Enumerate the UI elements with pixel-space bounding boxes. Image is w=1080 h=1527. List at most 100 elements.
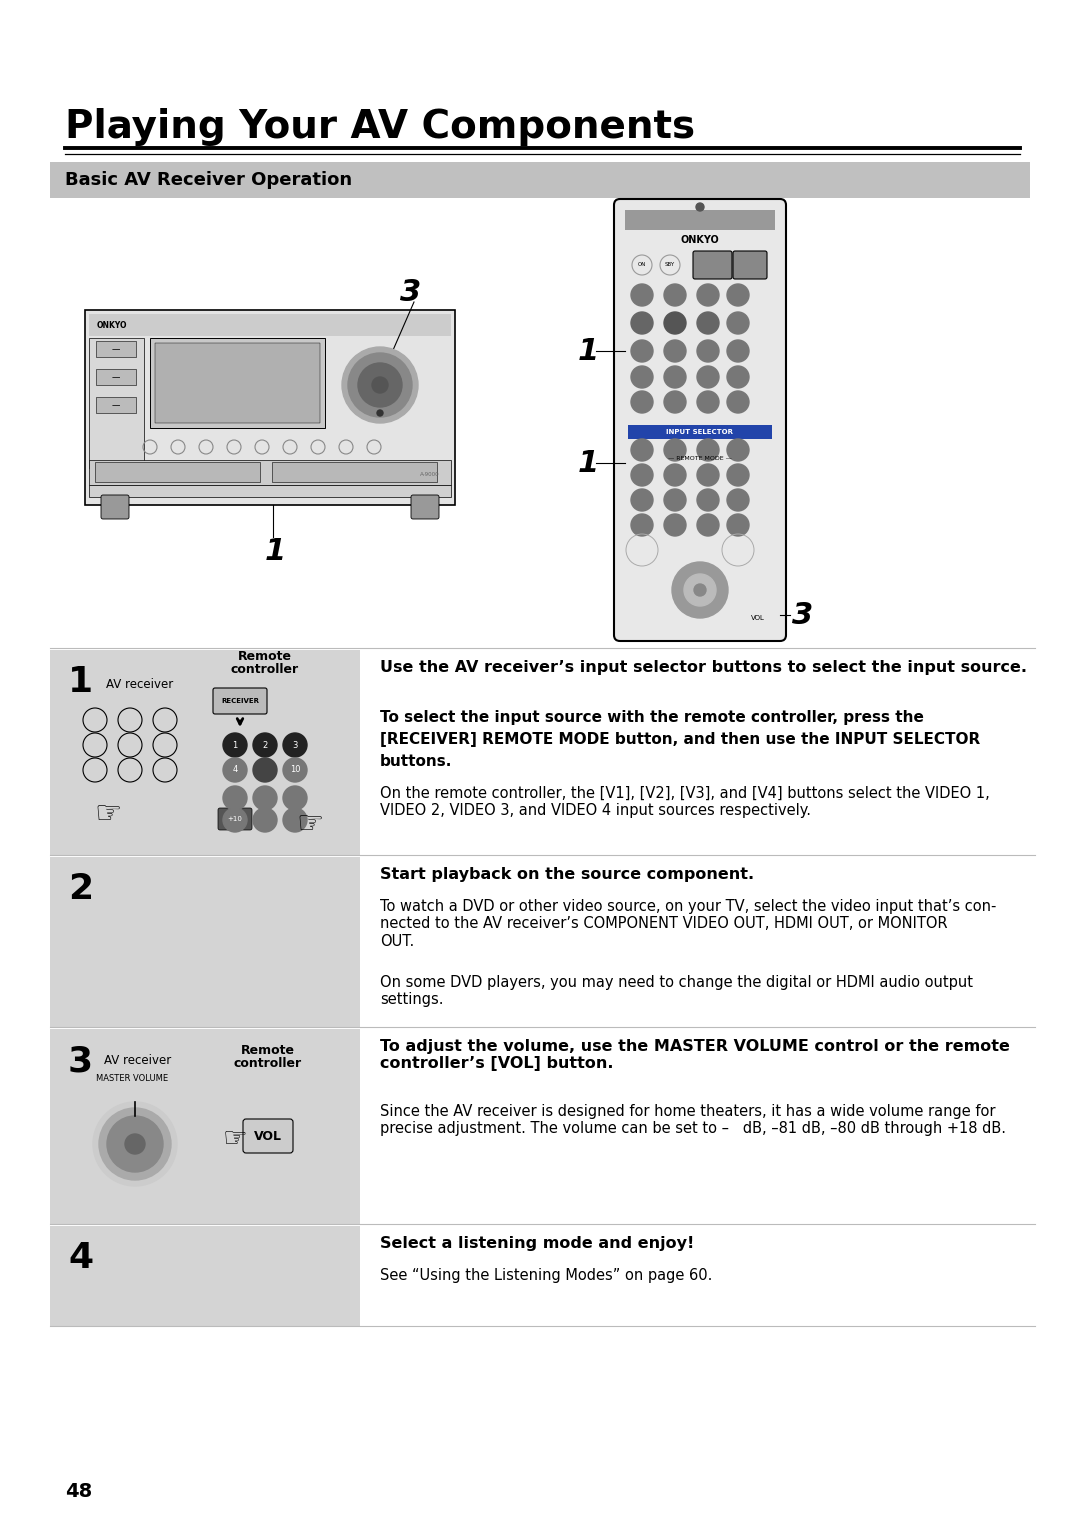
Circle shape bbox=[684, 574, 716, 606]
Circle shape bbox=[697, 489, 719, 512]
Text: ☞: ☞ bbox=[94, 800, 122, 829]
Circle shape bbox=[727, 284, 750, 305]
Circle shape bbox=[222, 786, 247, 809]
Circle shape bbox=[631, 312, 653, 334]
FancyBboxPatch shape bbox=[50, 1226, 360, 1325]
Circle shape bbox=[697, 515, 719, 536]
Text: buttons.: buttons. bbox=[380, 754, 453, 770]
Circle shape bbox=[125, 1135, 145, 1154]
Text: 3: 3 bbox=[400, 278, 421, 307]
Circle shape bbox=[283, 733, 307, 757]
Circle shape bbox=[342, 347, 418, 423]
Circle shape bbox=[664, 489, 686, 512]
FancyBboxPatch shape bbox=[95, 463, 260, 483]
FancyBboxPatch shape bbox=[50, 1029, 360, 1225]
Circle shape bbox=[727, 515, 750, 536]
Text: [RECEIVER] REMOTE MODE button, and then use the INPUT SELECTOR: [RECEIVER] REMOTE MODE button, and then … bbox=[380, 731, 981, 747]
Circle shape bbox=[697, 391, 719, 412]
Text: Use the AV receiver’s input selector buttons to select the input source.: Use the AV receiver’s input selector but… bbox=[380, 660, 1027, 675]
Circle shape bbox=[253, 757, 276, 782]
Text: 2: 2 bbox=[68, 872, 93, 906]
Text: 4: 4 bbox=[68, 1241, 93, 1275]
Circle shape bbox=[631, 489, 653, 512]
Text: VOL: VOL bbox=[254, 1130, 282, 1142]
Circle shape bbox=[727, 341, 750, 362]
FancyBboxPatch shape bbox=[89, 460, 451, 486]
Circle shape bbox=[631, 464, 653, 486]
FancyBboxPatch shape bbox=[96, 341, 136, 357]
Text: AV receiver: AV receiver bbox=[106, 678, 174, 692]
Circle shape bbox=[672, 562, 728, 618]
FancyBboxPatch shape bbox=[272, 463, 437, 483]
Text: To select the input source with the remote controller, press the: To select the input source with the remo… bbox=[380, 710, 923, 725]
Text: ☞: ☞ bbox=[222, 1125, 247, 1153]
FancyBboxPatch shape bbox=[243, 1119, 293, 1153]
Text: 3: 3 bbox=[68, 1044, 93, 1078]
Circle shape bbox=[727, 312, 750, 334]
Circle shape bbox=[664, 312, 686, 334]
Text: —: — bbox=[112, 374, 120, 382]
Circle shape bbox=[697, 438, 719, 461]
Text: MASTER VOLUME: MASTER VOLUME bbox=[96, 1073, 168, 1083]
Circle shape bbox=[697, 284, 719, 305]
Circle shape bbox=[696, 203, 704, 211]
Text: controller: controller bbox=[231, 663, 299, 676]
Circle shape bbox=[253, 786, 276, 809]
Circle shape bbox=[253, 733, 276, 757]
Text: controller: controller bbox=[234, 1057, 302, 1070]
Text: On some DVD players, you may need to change the digital or HDMI audio output
set: On some DVD players, you may need to cha… bbox=[380, 976, 973, 1008]
Circle shape bbox=[631, 284, 653, 305]
Circle shape bbox=[697, 464, 719, 486]
FancyBboxPatch shape bbox=[733, 250, 767, 279]
Text: ☞: ☞ bbox=[296, 811, 324, 840]
Text: 1: 1 bbox=[265, 538, 286, 567]
Circle shape bbox=[664, 515, 686, 536]
Text: SBY: SBY bbox=[665, 263, 675, 267]
Circle shape bbox=[107, 1116, 163, 1173]
Circle shape bbox=[631, 366, 653, 388]
Text: See “Using the Listening Modes” on page 60.: See “Using the Listening Modes” on page … bbox=[380, 1267, 713, 1283]
Text: Basic AV Receiver Operation: Basic AV Receiver Operation bbox=[65, 171, 352, 189]
Circle shape bbox=[222, 808, 247, 832]
Text: RECEIVER: RECEIVER bbox=[221, 698, 259, 704]
Text: ONKYO: ONKYO bbox=[97, 321, 127, 330]
Text: —: — bbox=[112, 402, 120, 411]
FancyBboxPatch shape bbox=[89, 337, 144, 467]
FancyBboxPatch shape bbox=[102, 495, 129, 519]
Circle shape bbox=[631, 438, 653, 461]
Text: 3: 3 bbox=[293, 741, 298, 750]
Text: Remote: Remote bbox=[241, 1044, 295, 1057]
FancyBboxPatch shape bbox=[85, 310, 455, 505]
Text: Playing Your AV Components: Playing Your AV Components bbox=[65, 108, 696, 147]
FancyBboxPatch shape bbox=[411, 495, 438, 519]
FancyBboxPatch shape bbox=[96, 397, 136, 412]
Text: A-9000: A-9000 bbox=[420, 472, 440, 478]
Circle shape bbox=[348, 353, 411, 417]
Circle shape bbox=[93, 1102, 177, 1186]
Text: To adjust the volume, use the MASTER VOLUME control or the remote
controller’s [: To adjust the volume, use the MASTER VOL… bbox=[380, 1038, 1010, 1072]
Circle shape bbox=[99, 1109, 171, 1180]
Circle shape bbox=[664, 284, 686, 305]
Text: +10: +10 bbox=[228, 815, 242, 822]
Circle shape bbox=[664, 366, 686, 388]
Text: 1: 1 bbox=[68, 664, 93, 699]
Circle shape bbox=[727, 464, 750, 486]
Circle shape bbox=[377, 411, 383, 415]
Text: 48: 48 bbox=[65, 1483, 92, 1501]
Text: 2: 2 bbox=[262, 741, 268, 750]
FancyBboxPatch shape bbox=[96, 370, 136, 385]
Circle shape bbox=[283, 757, 307, 782]
Circle shape bbox=[727, 438, 750, 461]
Text: 10: 10 bbox=[289, 765, 300, 774]
FancyBboxPatch shape bbox=[213, 689, 267, 715]
Circle shape bbox=[222, 733, 247, 757]
FancyBboxPatch shape bbox=[89, 486, 451, 496]
Text: Since the AV receiver is designed for home theaters, it has a wide volume range : Since the AV receiver is designed for ho… bbox=[380, 1104, 1005, 1136]
FancyBboxPatch shape bbox=[156, 344, 320, 423]
FancyBboxPatch shape bbox=[625, 211, 775, 231]
Text: 4: 4 bbox=[232, 765, 238, 774]
FancyBboxPatch shape bbox=[627, 425, 772, 438]
Text: Start playback on the source component.: Start playback on the source component. bbox=[380, 867, 754, 883]
Circle shape bbox=[357, 363, 402, 408]
Circle shape bbox=[283, 786, 307, 809]
